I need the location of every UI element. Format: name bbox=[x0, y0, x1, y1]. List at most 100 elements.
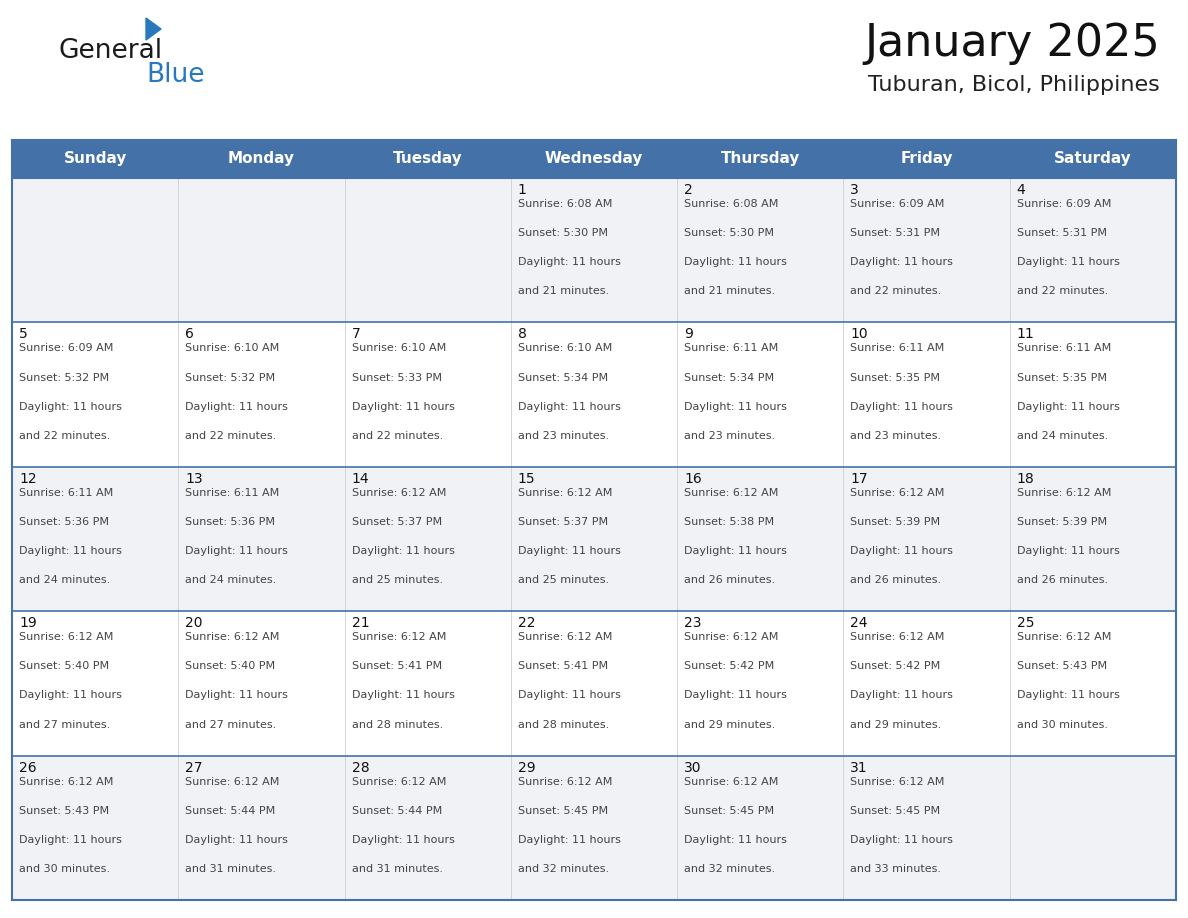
Text: 16: 16 bbox=[684, 472, 702, 486]
Bar bbox=[12, 756, 178, 900]
Text: Thursday: Thursday bbox=[721, 151, 800, 166]
Bar bbox=[345, 611, 511, 756]
Text: Sunset: 5:34 PM: Sunset: 5:34 PM bbox=[518, 373, 608, 383]
Text: 6: 6 bbox=[185, 328, 194, 341]
Text: and 31 minutes.: and 31 minutes. bbox=[185, 864, 277, 874]
Text: Daylight: 11 hours: Daylight: 11 hours bbox=[684, 402, 786, 411]
Text: 20: 20 bbox=[185, 616, 203, 630]
Text: Sunrise: 6:10 AM: Sunrise: 6:10 AM bbox=[352, 343, 446, 353]
Text: Monday: Monday bbox=[228, 151, 295, 166]
Text: 5: 5 bbox=[19, 328, 27, 341]
Text: and 21 minutes.: and 21 minutes. bbox=[518, 286, 609, 297]
Text: Sunset: 5:32 PM: Sunset: 5:32 PM bbox=[185, 373, 276, 383]
Text: Sunset: 5:35 PM: Sunset: 5:35 PM bbox=[1017, 373, 1107, 383]
Text: Sunset: 5:45 PM: Sunset: 5:45 PM bbox=[851, 806, 941, 816]
Bar bbox=[843, 322, 1010, 466]
Bar bbox=[12, 466, 178, 611]
Text: 29: 29 bbox=[518, 761, 536, 775]
Text: Daylight: 11 hours: Daylight: 11 hours bbox=[1017, 402, 1119, 411]
Text: Tuesday: Tuesday bbox=[393, 151, 462, 166]
Text: Daylight: 11 hours: Daylight: 11 hours bbox=[851, 257, 953, 267]
Text: Sunset: 5:42 PM: Sunset: 5:42 PM bbox=[684, 661, 775, 671]
Text: and 23 minutes.: and 23 minutes. bbox=[851, 431, 942, 441]
Text: Daylight: 11 hours: Daylight: 11 hours bbox=[851, 834, 953, 845]
Text: Sunrise: 6:10 AM: Sunrise: 6:10 AM bbox=[185, 343, 279, 353]
Text: and 23 minutes.: and 23 minutes. bbox=[518, 431, 609, 441]
Text: 25: 25 bbox=[1017, 616, 1035, 630]
Text: Daylight: 11 hours: Daylight: 11 hours bbox=[185, 690, 289, 700]
Text: Blue: Blue bbox=[146, 62, 204, 88]
Text: and 22 minutes.: and 22 minutes. bbox=[185, 431, 277, 441]
Text: Sunset: 5:42 PM: Sunset: 5:42 PM bbox=[851, 661, 941, 671]
Text: Sunset: 5:43 PM: Sunset: 5:43 PM bbox=[1017, 661, 1107, 671]
Bar bbox=[843, 178, 1010, 322]
Text: and 31 minutes.: and 31 minutes. bbox=[352, 864, 443, 874]
Bar bbox=[178, 611, 345, 756]
Text: Sunset: 5:44 PM: Sunset: 5:44 PM bbox=[185, 806, 276, 816]
Text: and 30 minutes.: and 30 minutes. bbox=[1017, 720, 1107, 730]
Bar bbox=[178, 140, 345, 178]
Text: Tuburan, Bicol, Philippines: Tuburan, Bicol, Philippines bbox=[868, 75, 1159, 95]
Bar bbox=[345, 466, 511, 611]
Bar bbox=[345, 322, 511, 466]
Text: and 26 minutes.: and 26 minutes. bbox=[851, 576, 942, 586]
Text: and 21 minutes.: and 21 minutes. bbox=[684, 286, 776, 297]
Text: January 2025: January 2025 bbox=[864, 22, 1159, 65]
Text: Sunrise: 6:12 AM: Sunrise: 6:12 AM bbox=[352, 633, 446, 643]
Text: 22: 22 bbox=[518, 616, 536, 630]
Text: 4: 4 bbox=[1017, 183, 1025, 197]
Text: Sunset: 5:34 PM: Sunset: 5:34 PM bbox=[684, 373, 775, 383]
Bar bbox=[843, 466, 1010, 611]
Text: Daylight: 11 hours: Daylight: 11 hours bbox=[1017, 546, 1119, 556]
Text: Sunrise: 6:10 AM: Sunrise: 6:10 AM bbox=[518, 343, 612, 353]
Text: Sunset: 5:33 PM: Sunset: 5:33 PM bbox=[352, 373, 442, 383]
Text: 1: 1 bbox=[518, 183, 526, 197]
Text: 18: 18 bbox=[1017, 472, 1035, 486]
Text: Daylight: 11 hours: Daylight: 11 hours bbox=[352, 690, 455, 700]
Text: 27: 27 bbox=[185, 761, 203, 775]
Bar bbox=[843, 140, 1010, 178]
Text: Sunset: 5:31 PM: Sunset: 5:31 PM bbox=[1017, 229, 1107, 238]
Text: Sunrise: 6:12 AM: Sunrise: 6:12 AM bbox=[684, 633, 778, 643]
Text: Sunset: 5:37 PM: Sunset: 5:37 PM bbox=[518, 517, 608, 527]
Bar bbox=[677, 756, 843, 900]
Text: Daylight: 11 hours: Daylight: 11 hours bbox=[1017, 690, 1119, 700]
Text: Sunset: 5:31 PM: Sunset: 5:31 PM bbox=[851, 229, 941, 238]
Text: Sunset: 5:30 PM: Sunset: 5:30 PM bbox=[684, 229, 775, 238]
Bar bbox=[12, 322, 178, 466]
Text: Sunrise: 6:12 AM: Sunrise: 6:12 AM bbox=[851, 777, 944, 787]
Text: 12: 12 bbox=[19, 472, 37, 486]
Bar bbox=[178, 178, 345, 322]
Text: Daylight: 11 hours: Daylight: 11 hours bbox=[19, 546, 122, 556]
Text: Sunrise: 6:09 AM: Sunrise: 6:09 AM bbox=[19, 343, 113, 353]
Bar bbox=[511, 178, 677, 322]
Text: Sunset: 5:40 PM: Sunset: 5:40 PM bbox=[185, 661, 276, 671]
Text: 24: 24 bbox=[851, 616, 868, 630]
Text: Sunrise: 6:11 AM: Sunrise: 6:11 AM bbox=[684, 343, 778, 353]
Text: and 33 minutes.: and 33 minutes. bbox=[851, 864, 941, 874]
Polygon shape bbox=[146, 18, 162, 40]
Bar bbox=[1010, 466, 1176, 611]
Bar bbox=[345, 756, 511, 900]
Text: Friday: Friday bbox=[901, 151, 953, 166]
Text: Daylight: 11 hours: Daylight: 11 hours bbox=[518, 690, 621, 700]
Text: Sunrise: 6:11 AM: Sunrise: 6:11 AM bbox=[19, 487, 113, 498]
Text: 19: 19 bbox=[19, 616, 37, 630]
Text: and 25 minutes.: and 25 minutes. bbox=[352, 576, 443, 586]
Text: Sunrise: 6:12 AM: Sunrise: 6:12 AM bbox=[185, 777, 279, 787]
Text: Daylight: 11 hours: Daylight: 11 hours bbox=[185, 834, 289, 845]
Text: 23: 23 bbox=[684, 616, 702, 630]
Text: 3: 3 bbox=[851, 183, 859, 197]
Bar bbox=[677, 140, 843, 178]
Text: Saturday: Saturday bbox=[1054, 151, 1132, 166]
Text: Daylight: 11 hours: Daylight: 11 hours bbox=[684, 546, 786, 556]
Text: Sunrise: 6:09 AM: Sunrise: 6:09 AM bbox=[851, 199, 944, 209]
Text: Sunrise: 6:11 AM: Sunrise: 6:11 AM bbox=[185, 487, 279, 498]
Text: and 32 minutes.: and 32 minutes. bbox=[518, 864, 609, 874]
Text: 2: 2 bbox=[684, 183, 693, 197]
Text: Sunset: 5:39 PM: Sunset: 5:39 PM bbox=[851, 517, 941, 527]
Text: 13: 13 bbox=[185, 472, 203, 486]
Bar bbox=[178, 322, 345, 466]
Text: Sunset: 5:43 PM: Sunset: 5:43 PM bbox=[19, 806, 109, 816]
Bar bbox=[178, 466, 345, 611]
